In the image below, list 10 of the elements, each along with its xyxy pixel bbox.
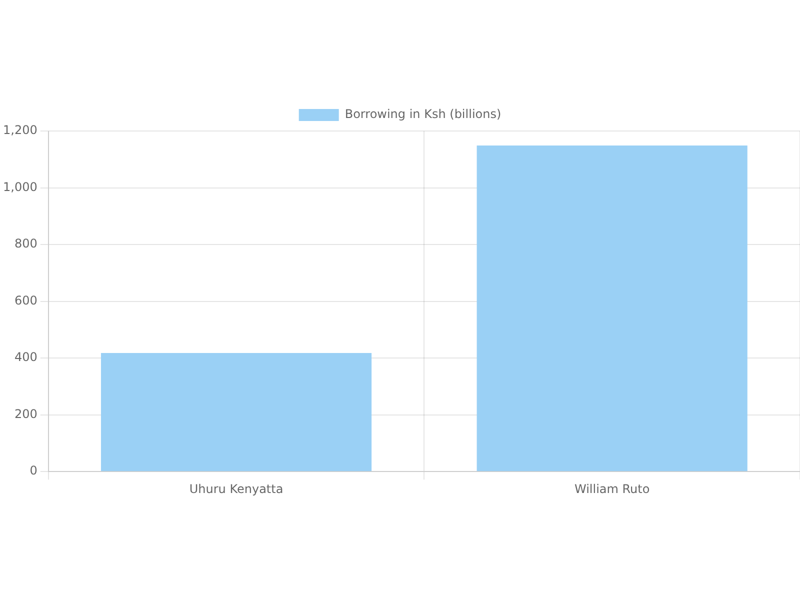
y-tick-label: 200	[14, 406, 38, 421]
y-tick-label: 0	[30, 464, 38, 478]
legend-label: Borrowing in Ksh (billions)	[344, 107, 502, 122]
x-tick-label: Uhuru Kenyatta	[189, 482, 284, 496]
y-tick-label: 1,000	[2, 180, 38, 194]
y-tick-label: 600	[14, 293, 38, 308]
x-tick-label: William Ruto	[574, 482, 650, 496]
y-tick-label: 400	[14, 350, 38, 364]
y-tick-label: 800	[14, 236, 38, 251]
y-tick-label: 1,200	[2, 123, 38, 138]
